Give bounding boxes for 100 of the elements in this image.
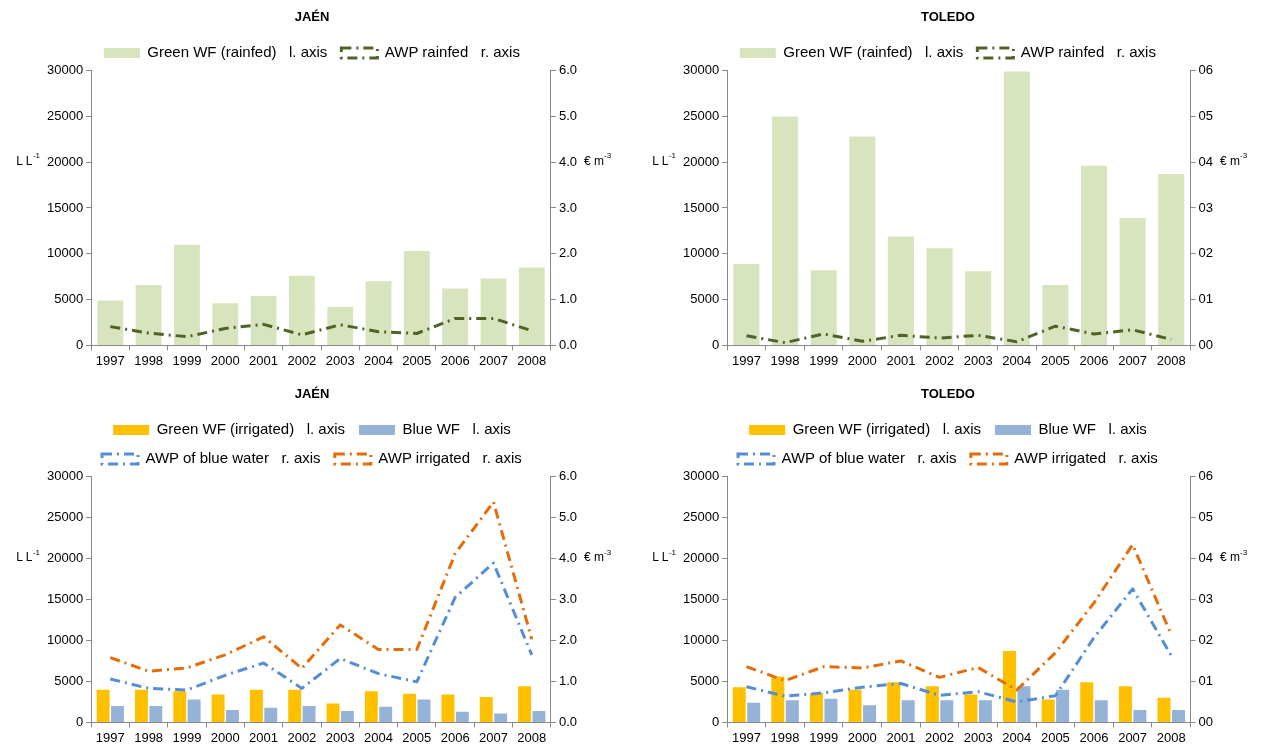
bar xyxy=(964,694,978,722)
legend-label: Blue WF l. axis xyxy=(402,420,511,438)
x-tick-label: 2001 xyxy=(249,352,279,368)
bar xyxy=(785,700,799,722)
x-tick-label: 2000 xyxy=(210,729,240,745)
x-tick-label: 2006 xyxy=(1079,729,1109,745)
x-tick-label: 1999 xyxy=(172,352,202,368)
legend-label: Blue WF l. axis xyxy=(1038,420,1147,438)
legend-label: Green WF (irrigated) l. axis xyxy=(156,420,346,438)
bar xyxy=(379,706,393,722)
y2-tick-label: 3.0 xyxy=(558,199,578,215)
y-tick-label: 5000 xyxy=(54,291,84,307)
y2-tick-label: 4.0 xyxy=(558,550,578,566)
bar xyxy=(149,706,163,722)
bar xyxy=(887,236,914,345)
x-tick-label: 1997 xyxy=(95,729,125,745)
x-tick-label: 2006 xyxy=(1079,352,1109,368)
bar xyxy=(173,691,187,722)
y2-tick-label: 03 xyxy=(1198,591,1214,607)
y2-tick-label: 06 xyxy=(1198,468,1214,484)
y2-tick-label: 5.0 xyxy=(558,107,578,123)
y2-tick-label: 05 xyxy=(1198,509,1214,525)
bar xyxy=(1017,686,1031,722)
bar xyxy=(965,271,992,345)
x-tick-label: 2003 xyxy=(963,729,993,745)
bar xyxy=(1056,689,1070,722)
bar xyxy=(212,303,239,345)
bar xyxy=(1041,699,1055,722)
y-tick-label: 10000 xyxy=(682,632,720,648)
x-tick-label: 2005 xyxy=(1040,352,1070,368)
y-tick-label: 30000 xyxy=(682,62,720,78)
y-tick-label: 30000 xyxy=(46,62,84,78)
y-tick-label: 15000 xyxy=(682,199,720,215)
y2-tick-label: 3.0 xyxy=(558,591,578,607)
y-tick-label: 25000 xyxy=(46,509,84,525)
x-tick-label: 1999 xyxy=(809,352,839,368)
y-tick-label: 30000 xyxy=(682,468,720,484)
legend-label: Green WF (rainfed) l. axis xyxy=(783,43,964,61)
chart-title: TOLEDO xyxy=(921,386,975,402)
bar xyxy=(249,689,263,722)
y2-tick-label: 00 xyxy=(1198,713,1214,729)
y-tick-label: 5000 xyxy=(690,291,720,307)
bar xyxy=(1042,284,1069,345)
x-tick-label: 2002 xyxy=(925,729,954,745)
x-tick-label: 2008 xyxy=(1156,352,1186,368)
bar xyxy=(96,689,110,722)
x-tick-label: 2003 xyxy=(963,352,993,368)
x-tick-label: 2004 xyxy=(1002,352,1032,368)
x-tick-label: 1998 xyxy=(770,729,800,745)
y2-tick-label: 0.0 xyxy=(558,336,578,352)
bar xyxy=(326,703,340,722)
bar xyxy=(364,691,378,722)
bar xyxy=(747,702,761,722)
bar xyxy=(441,694,455,722)
bar xyxy=(849,136,876,345)
bar xyxy=(518,267,545,345)
bar xyxy=(732,687,746,722)
x-tick-label: 2002 xyxy=(925,352,954,368)
bar xyxy=(1119,218,1146,345)
bar xyxy=(532,710,546,722)
bar xyxy=(733,263,760,345)
y-tick-label: 10000 xyxy=(46,245,84,261)
y2-tick-label: 0.0 xyxy=(558,713,578,729)
y-tick-label: 20000 xyxy=(46,550,84,566)
x-tick-label: 2005 xyxy=(402,729,432,745)
y2-tick-label: 01 xyxy=(1198,673,1214,689)
x-tick-label: 2003 xyxy=(325,352,355,368)
y-tick-label: 5000 xyxy=(54,673,84,689)
bar xyxy=(978,700,992,722)
bar xyxy=(925,686,939,722)
bar xyxy=(174,244,200,345)
bar xyxy=(1171,710,1185,722)
y2-tick-label: 6.0 xyxy=(558,468,578,484)
x-tick-label: 2003 xyxy=(325,729,355,745)
y-tick-label: 25000 xyxy=(46,107,84,123)
x-tick-label: 1997 xyxy=(732,729,761,745)
bar xyxy=(327,306,354,345)
line-series xyxy=(744,543,1173,692)
y2-tick-label: 06 xyxy=(1198,62,1214,78)
y-tick-label: 0 xyxy=(711,336,720,352)
x-tick-label: 2004 xyxy=(364,729,393,745)
bar xyxy=(403,693,417,722)
y2-tick-label: 1.0 xyxy=(558,673,578,689)
bar xyxy=(187,699,201,722)
y2-tick-label: 02 xyxy=(1198,245,1214,261)
bar xyxy=(211,694,225,722)
bar xyxy=(455,711,469,722)
bar xyxy=(1094,700,1108,722)
bar xyxy=(134,689,148,722)
y2-tick-label: 04 xyxy=(1198,550,1214,566)
y2-tick-label: 02 xyxy=(1198,632,1214,648)
x-tick-label: 2006 xyxy=(440,352,470,368)
bar xyxy=(264,707,278,722)
bar xyxy=(926,248,953,345)
bar xyxy=(1118,686,1132,722)
line-series xyxy=(108,561,534,692)
bar xyxy=(403,251,430,345)
y-tick-label: 10000 xyxy=(46,632,84,648)
y-tick-label: 0 xyxy=(711,713,720,729)
x-tick-label: 2005 xyxy=(402,352,432,368)
